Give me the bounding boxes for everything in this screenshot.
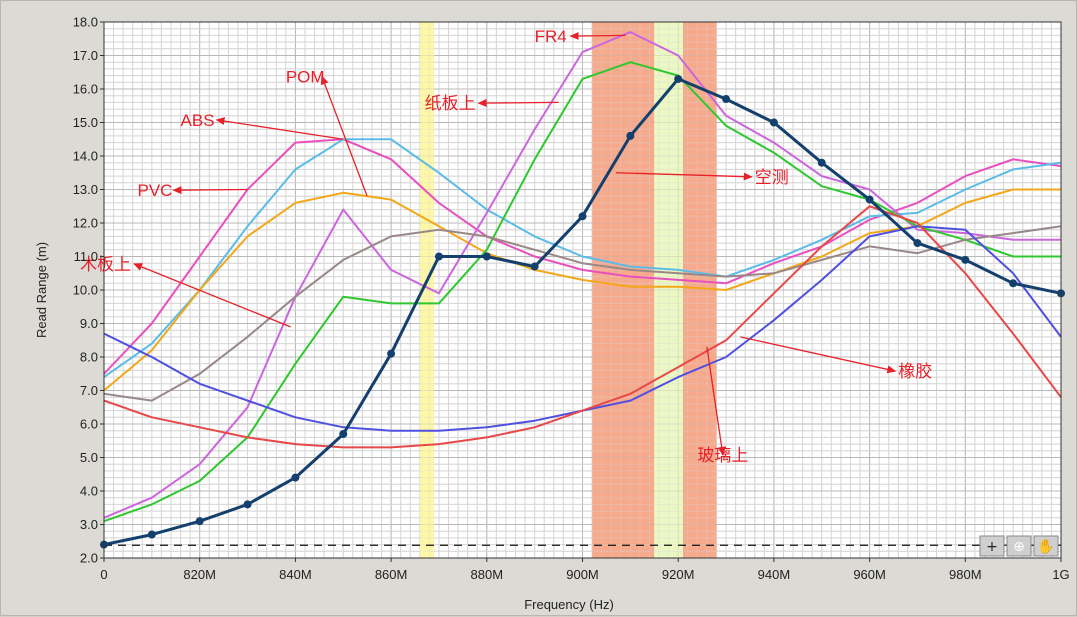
- data-point: [1009, 279, 1018, 288]
- hand-pan-icon-bg: [1033, 535, 1059, 557]
- frequency-band: [682, 22, 717, 558]
- annotation-label: ABS: [181, 111, 215, 130]
- data-point: [961, 255, 970, 264]
- data-point: [530, 262, 539, 271]
- x-tick-label: 860M: [375, 567, 408, 582]
- crosshair-icon: +: [986, 539, 998, 555]
- y-tick-label: 15.0: [73, 115, 98, 130]
- y-tick-label: 14.0: [73, 149, 98, 164]
- y-tick-label: 3.0: [80, 517, 98, 532]
- annotation-arrow: [477, 99, 559, 108]
- data-point: [434, 252, 443, 261]
- y-tick-label: 10.0: [73, 283, 98, 298]
- y-axis-label: Read Range (m): [34, 242, 49, 338]
- x-tick-label: 900M: [566, 567, 599, 582]
- y-tick-label: 4.0: [80, 484, 98, 499]
- annotation-arrow: [615, 172, 753, 181]
- frequency-band: [419, 22, 435, 558]
- data-point: [243, 500, 252, 509]
- x-tick-label: 1G: [1052, 567, 1069, 582]
- y-tick-label: 13.0: [73, 182, 98, 197]
- annotation-label: 玻璃上: [697, 446, 748, 465]
- x-tick-label: 0: [100, 567, 107, 582]
- data-point: [147, 530, 156, 539]
- grid-overlay: [103, 21, 1062, 559]
- series-lines: [100, 31, 1065, 549]
- data-point: [722, 95, 731, 104]
- data-point: [865, 195, 874, 204]
- y-tick-label: 8.0: [80, 350, 98, 365]
- annotation-label: 木板上: [80, 255, 131, 274]
- x-axis-label: Frequency (Hz): [524, 597, 614, 612]
- data-point: [339, 430, 348, 439]
- crosshair-button[interactable]: +: [979, 535, 1005, 557]
- crosshair-icon-bg: [979, 535, 1005, 557]
- zoom-button[interactable]: ⊕: [1006, 535, 1032, 557]
- zoom-icon: ⊕: [1013, 539, 1025, 555]
- annotation-arrow: [740, 336, 897, 374]
- x-tick-label: 980M: [949, 567, 982, 582]
- y-tick-label: 2.0: [80, 551, 98, 566]
- data-point: [578, 212, 587, 221]
- annotation-label: PVC: [137, 181, 172, 200]
- y-axis-ticks: 2.0 3.0 4.0 5.0 6.0 7.0 8.0 9.0 10.0 11.0 12.0 13.0…: [73, 15, 104, 566]
- annotation-label: 纸板上: [425, 94, 476, 113]
- data-point: [482, 252, 491, 261]
- graph-palette-toolbar: + ⊕ ✋: [979, 535, 1059, 557]
- x-tick-label: 820M: [183, 567, 216, 582]
- hand-pan-button[interactable]: ✋: [1033, 535, 1059, 557]
- hand-pan-icon: ✋: [1037, 538, 1054, 555]
- annotation-label: 橡胶: [898, 362, 932, 381]
- data-point: [291, 473, 300, 482]
- x-tick-label: 940M: [758, 567, 791, 582]
- data-point: [913, 239, 922, 248]
- x-tick-label: 920M: [662, 567, 695, 582]
- annotation-label: FR4: [535, 27, 567, 46]
- y-tick-label: 7.0: [80, 383, 98, 398]
- frequency-bands: [419, 22, 717, 558]
- data-point: [195, 517, 204, 526]
- series-line-2: [103, 138, 1062, 378]
- annotation-arrow: [172, 186, 248, 195]
- y-tick-label: 9.0: [80, 316, 98, 331]
- annotation-arrow: [706, 346, 726, 456]
- y-tick-label: 11.0: [74, 249, 98, 264]
- frequency-band: [592, 22, 655, 558]
- x-tick-label: 840M: [279, 567, 312, 582]
- zoom-icon-bg: [1006, 535, 1032, 557]
- y-tick-label: 17.0: [73, 48, 98, 63]
- data-point: [817, 158, 826, 167]
- y-tick-label: 16.0: [73, 82, 98, 97]
- frequency-band: [654, 22, 683, 558]
- series-line-8: [103, 205, 1062, 449]
- series-line-6: [103, 225, 1062, 402]
- y-tick-label: 12.0: [73, 216, 98, 231]
- data-point: [626, 131, 635, 140]
- series-line-1: [103, 138, 1062, 375]
- annotation-label: 空测: [755, 168, 789, 187]
- x-tick-label: 960M: [853, 567, 886, 582]
- annotation-arrow: [569, 31, 626, 40]
- y-tick-label: 18.0: [73, 15, 98, 30]
- annotation-arrow: [215, 117, 344, 140]
- annotation-arrow: [133, 263, 291, 328]
- data-point: [387, 349, 396, 358]
- data-point: [674, 74, 683, 83]
- x-axis-ticks: 0 820M 840M 860M 880M 900M 920M 940M 960M 980M 1G: [100, 558, 1070, 582]
- x-tick-label: 880M: [471, 567, 504, 582]
- y-tick-label: 5.0: [80, 450, 98, 465]
- annotation-arrow: [320, 75, 368, 197]
- annotation-label: POM: [286, 67, 325, 86]
- data-point: [769, 118, 778, 127]
- y-tick-label: 6.0: [80, 417, 98, 432]
